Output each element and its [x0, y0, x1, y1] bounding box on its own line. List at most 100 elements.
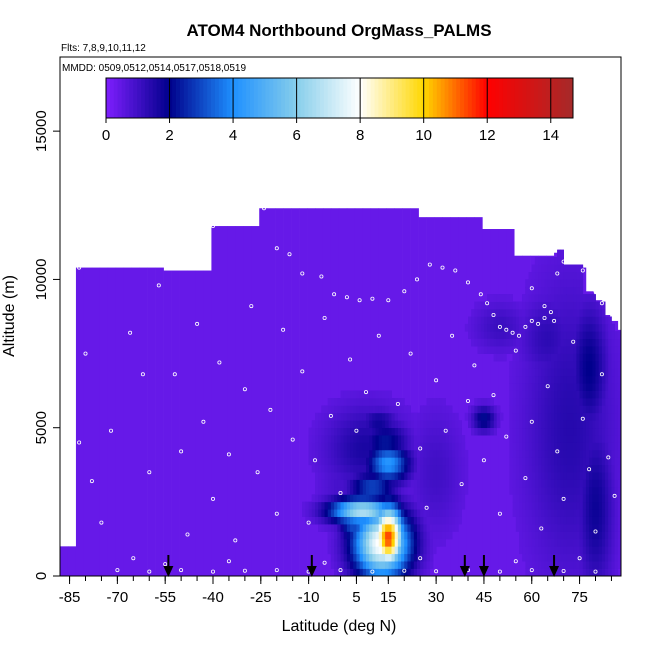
heatmap-column — [394, 208, 403, 576]
heatmap-cell — [627, 465, 630, 473]
heatmap-column — [75, 267, 85, 576]
heatmap-column — [171, 270, 180, 576]
heatmap-column — [155, 267, 164, 576]
heatmap-cell — [621, 413, 624, 421]
heatmap-column — [131, 267, 140, 576]
heatmap-cell — [624, 509, 627, 517]
heatmap-cell — [627, 413, 630, 421]
heatmap-column — [307, 208, 316, 576]
heatmap-column — [147, 267, 156, 576]
heatmap-column — [458, 217, 467, 576]
heatmap-cell — [621, 509, 624, 517]
heatmap-cell — [624, 435, 627, 443]
heatmap-column — [490, 229, 499, 576]
heatmap-cell — [509, 449, 513, 458]
heatmap-cell — [621, 405, 624, 413]
heatmap-column — [498, 229, 507, 576]
heatmap-cell — [624, 339, 627, 347]
heatmap-cell — [627, 435, 630, 443]
heatmap-cell — [627, 428, 630, 436]
heatmap-cell — [621, 383, 624, 391]
heatmap-cell — [621, 361, 624, 369]
heatmap-column — [330, 208, 340, 576]
heatmap-column — [434, 217, 443, 576]
heatmap-column — [410, 208, 419, 576]
heatmap-cell — [621, 480, 624, 488]
heatmap-cell — [624, 420, 627, 428]
heatmap-column — [259, 208, 268, 576]
heatmap-cell — [627, 472, 630, 480]
heatmap-cell — [627, 457, 630, 465]
heatmap-cell — [624, 383, 627, 391]
heatmap-cell — [621, 435, 624, 443]
heatmap-cell — [509, 435, 513, 443]
heatmap-cell — [512, 494, 517, 503]
heatmap-cell — [627, 443, 630, 451]
heatmap-cell — [624, 346, 627, 354]
heatmap-cell — [624, 502, 627, 510]
heatmap-cell — [621, 346, 624, 354]
heatmap-column — [203, 270, 212, 576]
heatmap-cell — [624, 472, 627, 480]
heatmap-cell — [621, 450, 624, 458]
heatmap-column — [187, 270, 196, 576]
heatmap-column — [322, 208, 332, 576]
heatmap-cell — [621, 472, 624, 480]
heatmap-column — [426, 217, 435, 576]
heatmap-cell — [621, 443, 624, 451]
heatmap-column — [235, 226, 244, 576]
heatmap-column — [219, 226, 228, 576]
heatmap-cell — [624, 391, 627, 399]
heatmap-cell — [509, 427, 513, 436]
heatmap-cell — [624, 450, 627, 458]
heatmap-cell — [627, 480, 630, 488]
heatmap-cell — [621, 435, 624, 443]
heatmap-column — [474, 217, 483, 576]
heatmap-cell — [627, 420, 630, 428]
heatmap-cell — [621, 502, 624, 510]
heatmap-cell — [509, 442, 513, 451]
heatmap-cell — [509, 457, 513, 466]
heatmap-cell — [624, 405, 627, 413]
heatmap-cell — [627, 487, 630, 495]
heatmap-cell — [621, 405, 624, 413]
heatmap-cell — [621, 443, 624, 451]
heatmap-column — [418, 217, 427, 576]
heatmap-cell — [624, 361, 627, 369]
heatmap-cell — [512, 501, 517, 510]
heatmap-cell — [621, 494, 624, 502]
heatmap-cell — [624, 487, 627, 495]
heatmap-cell — [624, 398, 627, 406]
heatmap-cell — [624, 413, 627, 421]
heatmap-column — [251, 226, 260, 576]
heatmap-cell — [624, 405, 627, 413]
heatmap-cell — [493, 427, 497, 436]
heatmap-column — [466, 217, 475, 576]
heatmap-cell — [621, 480, 624, 488]
heatmap-column — [179, 270, 188, 576]
heatmap-cell — [621, 428, 624, 436]
heatmap-column — [123, 267, 133, 576]
heatmap-cell — [624, 428, 627, 436]
heatmap-cell — [627, 450, 630, 458]
heatmap-cell — [627, 383, 630, 391]
heatmap-cell — [621, 524, 624, 532]
heatmap-cell — [621, 383, 624, 391]
heatmap-cell — [624, 368, 627, 376]
heatmap-cell — [624, 361, 627, 369]
heatmap-cell — [624, 339, 627, 347]
heatmap-column — [299, 208, 308, 576]
heatmap-cell — [624, 346, 627, 354]
heatmap-cell — [624, 398, 627, 406]
heatmap-cell — [627, 391, 630, 399]
heatmap-column — [83, 267, 93, 576]
heatmap-cell — [624, 435, 627, 443]
heatmap-cell — [621, 331, 624, 339]
heatmap-column — [67, 546, 77, 576]
heatmap-cell — [624, 420, 627, 428]
heatmap-cell — [509, 464, 513, 473]
heatmap-cell — [624, 391, 627, 399]
heatmap-cell — [624, 472, 627, 480]
heatmap-cell — [624, 457, 627, 465]
heatmap-cell — [621, 398, 624, 406]
